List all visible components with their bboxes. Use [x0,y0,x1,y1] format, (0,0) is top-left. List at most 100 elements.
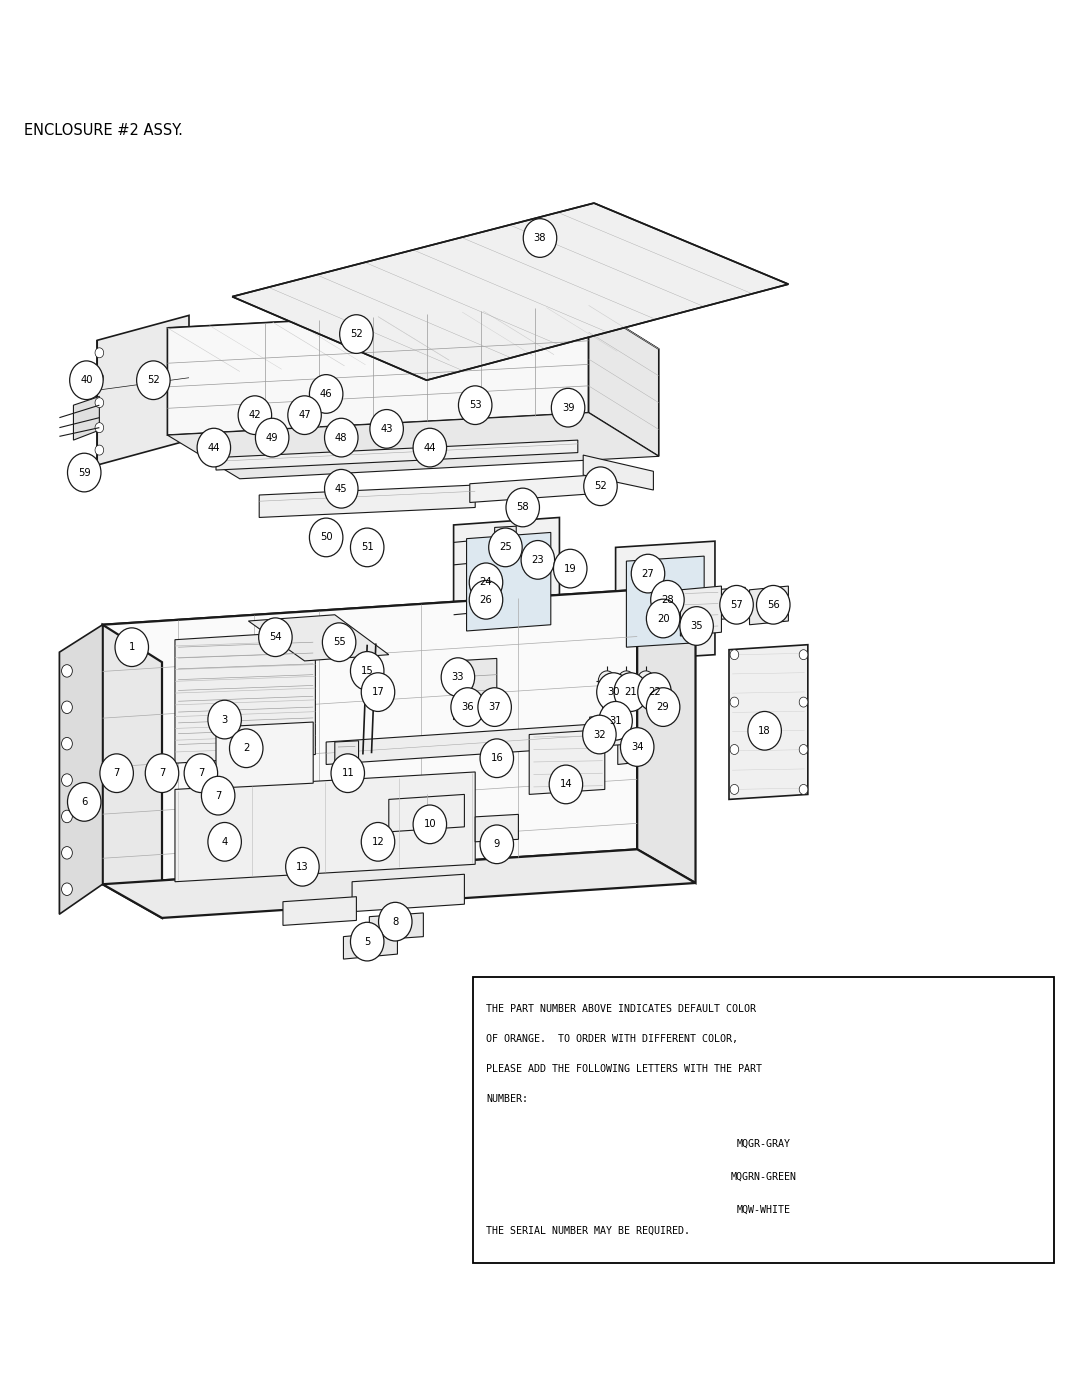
Circle shape [631,555,665,592]
Polygon shape [454,517,559,647]
Text: 2: 2 [243,743,249,753]
Text: 28: 28 [661,595,674,605]
Polygon shape [475,814,518,842]
Text: 27: 27 [642,569,654,578]
Polygon shape [467,532,551,631]
Circle shape [340,314,374,353]
Text: 5: 5 [364,936,370,947]
Circle shape [114,627,149,666]
Polygon shape [97,316,189,465]
Polygon shape [259,485,475,517]
Polygon shape [352,875,464,912]
Circle shape [145,754,179,792]
Circle shape [730,650,739,659]
Polygon shape [750,587,788,624]
Text: 20: 20 [657,613,670,623]
Text: 4: 4 [221,837,228,847]
Circle shape [100,754,134,792]
Circle shape [799,785,808,795]
Circle shape [646,599,680,638]
Text: 53: 53 [469,400,482,411]
Circle shape [256,418,289,457]
Polygon shape [680,587,721,636]
Circle shape [309,518,343,557]
Polygon shape [59,624,103,914]
Polygon shape [589,306,659,457]
Text: 57: 57 [730,599,743,609]
Polygon shape [715,587,745,620]
Text: 44: 44 [423,443,436,453]
Polygon shape [454,658,497,719]
Circle shape [523,219,557,257]
Circle shape [469,563,503,602]
Text: 52: 52 [147,376,160,386]
Circle shape [680,606,714,645]
Circle shape [522,541,555,580]
Circle shape [325,418,359,457]
Polygon shape [616,541,715,661]
Polygon shape [470,474,610,503]
Text: 11: 11 [341,768,354,778]
Polygon shape [590,715,607,740]
Text: 31: 31 [609,715,622,726]
Circle shape [95,446,104,455]
Polygon shape [389,795,464,831]
Circle shape [184,754,218,792]
Text: 7: 7 [159,768,165,778]
FancyBboxPatch shape [473,977,1054,1263]
Text: 51: 51 [361,542,374,552]
Polygon shape [167,412,659,479]
Circle shape [62,738,72,750]
Text: 40: 40 [80,376,93,386]
Circle shape [95,348,104,358]
Circle shape [469,581,503,619]
Polygon shape [529,729,605,795]
Circle shape [70,360,104,400]
Polygon shape [603,705,624,732]
Text: 12: 12 [372,837,384,847]
Circle shape [351,528,384,567]
Text: 6: 6 [81,796,87,807]
Circle shape [330,754,365,792]
Text: 9: 9 [494,840,500,849]
Circle shape [197,429,231,467]
Polygon shape [216,440,578,469]
Circle shape [458,386,492,425]
Text: 59: 59 [78,468,91,478]
Text: THE SERIAL NUMBER MAY BE REQUIRED.: THE SERIAL NUMBER MAY BE REQUIRED. [486,1227,690,1236]
Circle shape [596,673,631,711]
Circle shape [441,658,475,697]
Polygon shape [343,932,397,960]
Text: 24: 24 [480,577,492,587]
Text: THE PART NUMBER ABOVE INDICATES DEFAULT COLOR: THE PART NUMBER ABOVE INDICATES DEFAULT … [486,1004,756,1014]
Circle shape [413,805,447,844]
Text: 47: 47 [298,411,311,420]
Circle shape [67,782,102,821]
Text: 39: 39 [562,402,575,412]
Circle shape [309,374,343,414]
Circle shape [620,728,653,767]
Text: 17: 17 [372,687,384,697]
Circle shape [287,395,322,434]
Text: 18: 18 [758,726,771,736]
Text: 33: 33 [451,672,464,682]
Circle shape [613,673,647,711]
Polygon shape [232,203,788,380]
Text: 19: 19 [564,563,577,574]
Circle shape [351,922,384,961]
Polygon shape [618,729,642,764]
Circle shape [62,883,72,895]
Text: MQW-WHITE: MQW-WHITE [737,1204,791,1214]
Polygon shape [637,590,696,883]
Circle shape [730,745,739,754]
Circle shape [351,651,384,690]
Text: 10: 10 [423,820,436,830]
Circle shape [756,585,791,624]
Text: 26: 26 [480,595,492,605]
Circle shape [720,585,754,624]
Circle shape [480,739,514,778]
Text: 13: 13 [296,862,309,872]
Text: 45: 45 [335,483,348,493]
Circle shape [95,373,104,383]
Circle shape [583,715,617,754]
